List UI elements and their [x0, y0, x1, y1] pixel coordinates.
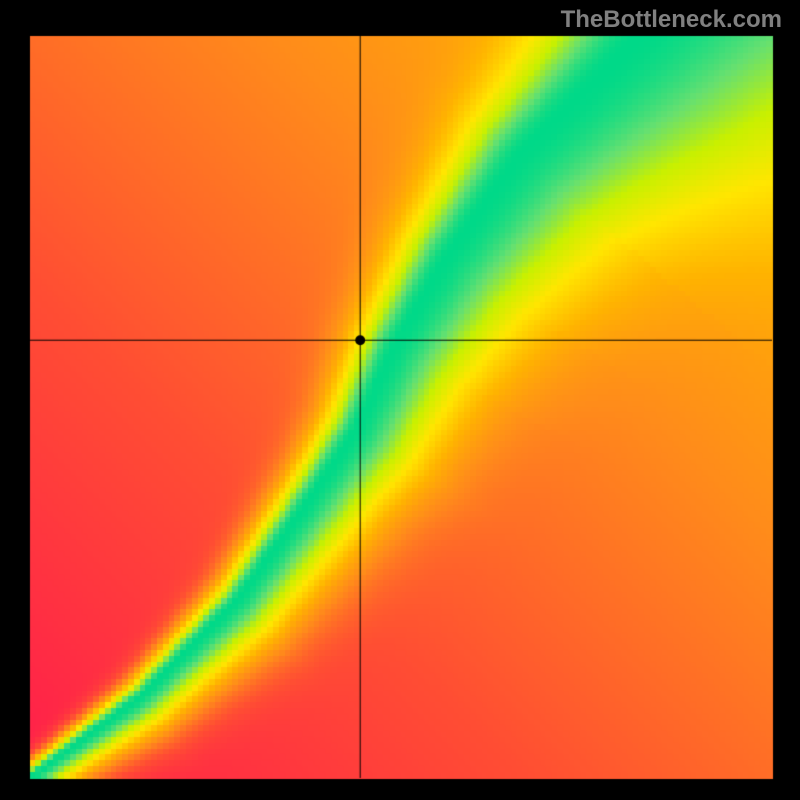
chart-container: TheBottleneck.com [0, 0, 800, 800]
bottleneck-heatmap [0, 0, 800, 800]
watermark-text: TheBottleneck.com [561, 6, 782, 34]
